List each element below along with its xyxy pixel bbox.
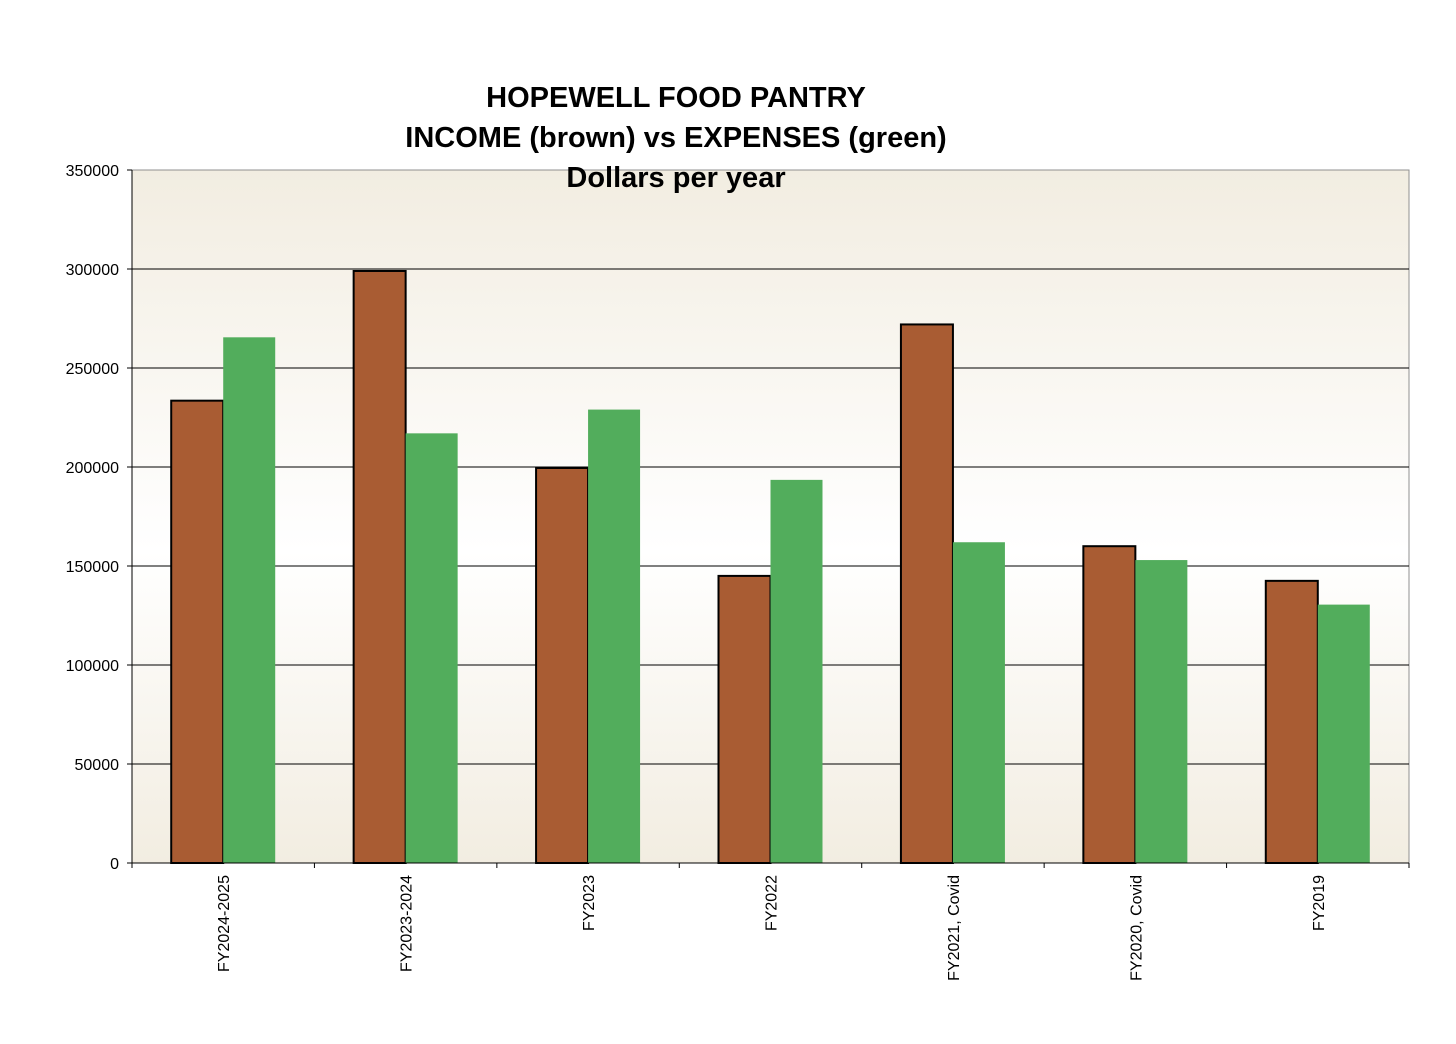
x-tick-label: FY2021, Covid [946,875,963,981]
y-tick-label: 0 [110,856,119,873]
title-line-1: HOPEWELL FOOD PANTRY [486,82,866,114]
y-tick-label: 150000 [66,559,119,576]
y-tick-label: 350000 [66,163,119,180]
income-bar [535,466,590,864]
x-tick-label: FY2023-2024 [399,875,416,972]
expense-bar [223,337,276,863]
x-tick-label: FY2023 [581,875,598,931]
y-tick-label: 50000 [75,757,120,774]
bars [170,269,1370,865]
expense-bar [952,542,1005,863]
income-bar [352,269,407,865]
y-axis-ticks: 0 50000 100000 150000 200000 250000 300000 3500… [66,163,132,873]
x-tick-label: FY2019 [1311,875,1328,931]
expense-bar [588,409,641,863]
gridlines [132,268,1409,765]
income-bar [717,574,772,865]
income-bar [1082,545,1137,864]
expense-bar [1135,560,1188,863]
axes [131,170,1409,864]
x-tick-label: FY2020, Covid [1128,875,1145,981]
expense-bar [770,479,823,863]
title-line-3: Dollars per year [566,162,785,194]
x-axis-ticks: FY2024-2025 FY2023-2024 FY2023 FY2022 FY2021… [131,863,1410,981]
x-tick-label: FY2024-2025 [216,875,233,972]
x-tick-label: FY2022 [764,875,781,931]
y-tick-label: 200000 [66,460,119,477]
y-tick-label: 300000 [66,262,119,279]
title-line-2: INCOME (brown) vs EXPENSES (green) [405,122,946,154]
y-tick-label: 100000 [66,658,119,675]
expense-bar [405,433,458,863]
income-bar [170,399,225,864]
chart-title: HOPEWELL FOOD PANTRY INCOME (brown) vs E… [405,82,946,194]
income-bar [1264,579,1319,864]
expense-bar [1317,604,1370,863]
y-tick-label: 250000 [66,361,119,378]
income-bar [899,323,954,864]
